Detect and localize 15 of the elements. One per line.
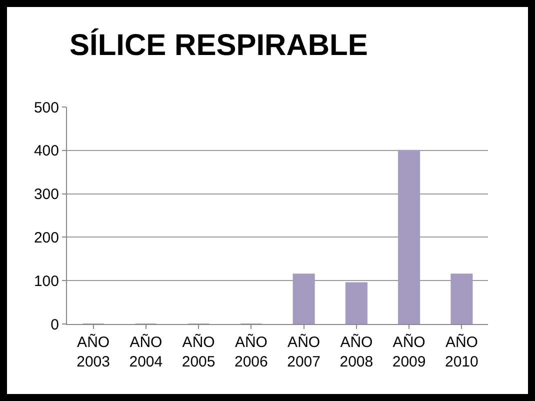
- chart-title: SÍLICE RESPIRABLE: [70, 28, 368, 62]
- x-tick-label: AÑO 2005: [182, 333, 216, 370]
- y-tick-label: 200: [34, 229, 59, 246]
- x-tick-label: AÑO 2006: [234, 333, 268, 370]
- x-tick-label: AÑO 2008: [340, 333, 374, 370]
- y-tick-label: 400: [34, 142, 59, 160]
- y-tick-label: 0: [50, 316, 59, 334]
- x-tick-label: AÑO 2007: [287, 333, 320, 370]
- y-tick-label: 300: [34, 186, 59, 204]
- x-tick-label: AÑO 2010: [445, 333, 478, 370]
- y-tick-label: 100: [34, 272, 59, 290]
- x-tick-label: AÑO 2004: [129, 333, 163, 370]
- x-tick-label: AÑO 2009: [392, 333, 426, 370]
- x-tick-label: AÑO 2003: [76, 333, 110, 370]
- y-tick-label: 500: [34, 99, 59, 116]
